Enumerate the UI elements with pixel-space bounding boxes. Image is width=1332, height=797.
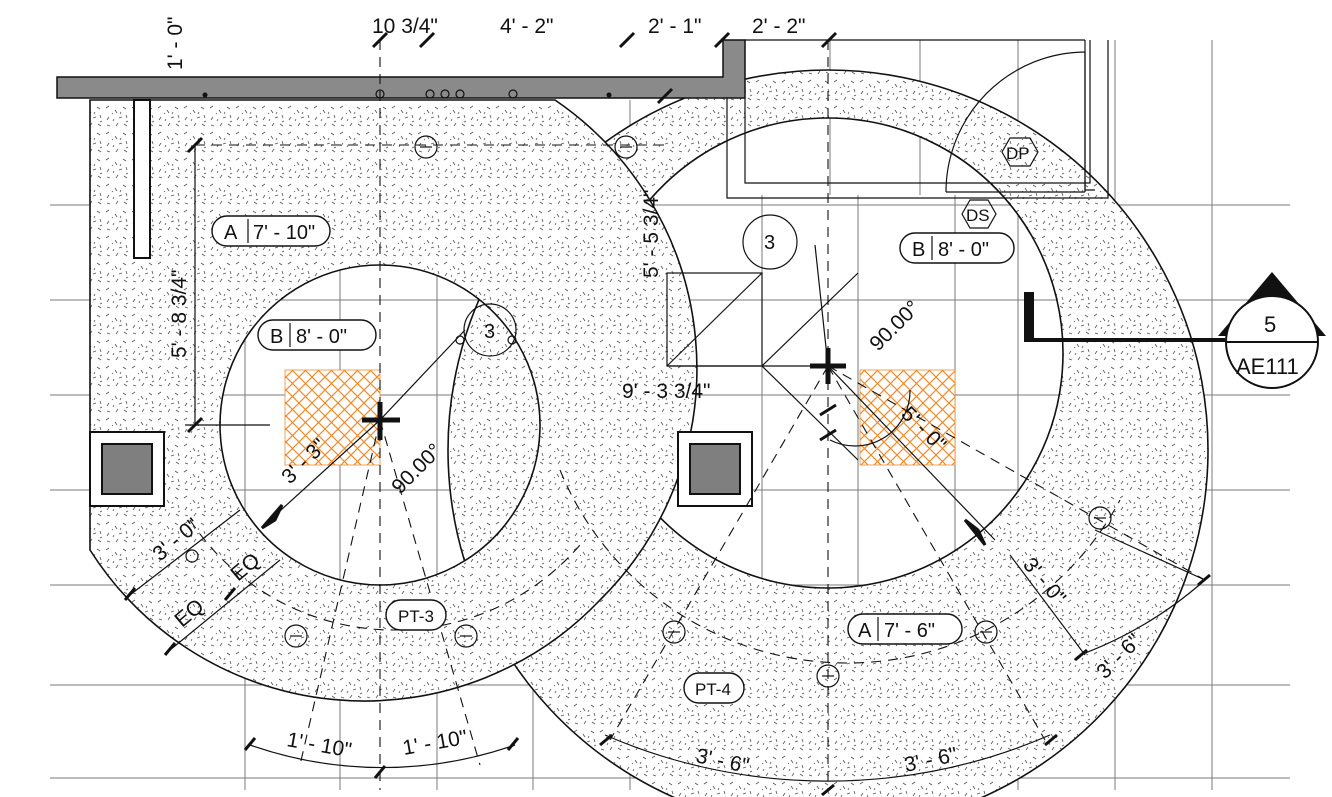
- ceiling-tag-b-right: B 8' - 0": [899, 232, 1015, 264]
- layout-lines: [129, 40, 1206, 790]
- wall-left-post: [133, 99, 151, 259]
- keynote-number: 3: [484, 321, 495, 343]
- keynote-number: 3: [764, 232, 775, 254]
- section-marker: 5 AE111: [1024, 272, 1326, 389]
- section-number: 5: [1264, 312, 1276, 337]
- device-tag-dp: DP: [1001, 137, 1039, 167]
- ceiling-tag-height: 7' - 10": [253, 222, 315, 244]
- dim-arc-1-10-a: 1' - 10": [285, 728, 353, 762]
- ceiling-tag-letter: A: [224, 222, 238, 244]
- material-tag-pt4: PT-4: [683, 672, 745, 704]
- column-left: [89, 431, 165, 507]
- ceiling-tag-height: 8' - 0": [938, 239, 989, 261]
- center-cross-right: [810, 348, 846, 384]
- dim-top-4-2: 4' - 2": [500, 15, 553, 38]
- device-tag-label: DS: [966, 206, 990, 225]
- ceiling-tag-height: 8' - 0": [296, 326, 347, 348]
- wall-top: [56, 39, 746, 99]
- keynote-left: 3: [455, 303, 517, 357]
- arrowhead-right: [963, 518, 987, 546]
- section-sheet: AE111: [1236, 354, 1299, 379]
- dim-vert-1-0: 1' - 0": [164, 17, 187, 70]
- dim-arc-1-10-b: 1' - 10": [401, 726, 469, 760]
- device-tag-label: DP: [1006, 144, 1030, 163]
- dim-top-10-3-4: 10 3/4": [372, 15, 438, 38]
- material-tag-label: PT-4: [695, 680, 731, 699]
- dimension-ticks: [123, 31, 1211, 797]
- dim-angle-right: 90.00°: [865, 296, 924, 355]
- light-fixtures: [185, 135, 1112, 688]
- material-tag-label: PT-3: [398, 607, 434, 626]
- dim-vert-5-8-3-4: 5' - 8 3/4": [168, 269, 191, 358]
- dim-top-2-1: 2' - 1": [648, 15, 701, 38]
- ceiling-tag-letter: B: [270, 326, 283, 348]
- ceiling-tag-height: 7' - 6": [884, 620, 935, 642]
- arrowhead-left: [260, 504, 284, 530]
- ceiling-tag-a-right: A 7' - 6": [847, 613, 963, 645]
- ceiling-tag-b-left: B 8' - 0": [257, 319, 377, 351]
- column-right: [677, 431, 753, 507]
- dim-horiz-9-3-3-4: 9' - 3 3/4": [622, 380, 711, 403]
- center-cross-left: [362, 402, 400, 440]
- ceiling-tag-letter: B: [912, 239, 925, 261]
- keynote-right: 3: [742, 214, 798, 270]
- ceiling-tag-a-left: A 7' - 10": [211, 215, 331, 247]
- dim-vert-5-5-3-4: 5' - 5 3/4": [640, 189, 663, 278]
- dim-top-2-2: 2' - 2": [752, 15, 805, 38]
- wall-devices: [202, 89, 612, 99]
- door-swing: [945, 51, 1086, 193]
- device-tag-ds: DS: [961, 199, 997, 229]
- terrazzo-ring-left: [89, 99, 698, 702]
- material-tag-pt3: PT-3: [385, 599, 447, 631]
- ceiling-tag-letter: A: [858, 620, 872, 642]
